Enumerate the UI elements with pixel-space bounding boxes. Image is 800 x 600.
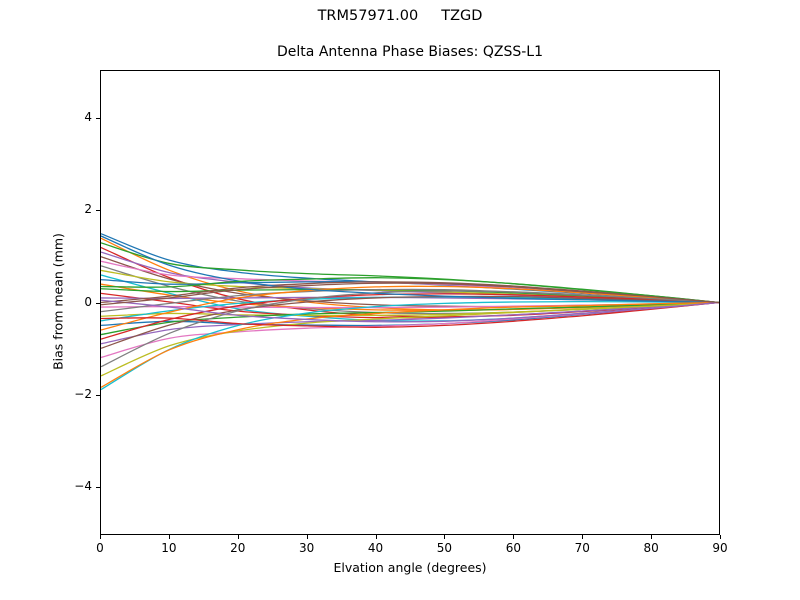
y-tick-label: −4 (74, 478, 92, 493)
y-tick-label: −2 (74, 386, 92, 401)
x-tick-mark (582, 535, 584, 539)
y-tick-label: 0 (84, 294, 92, 309)
series-line (101, 301, 719, 377)
x-tick-mark (444, 535, 446, 539)
x-tick-label: 0 (96, 541, 104, 555)
figure-suptitle: TRM57971.00 TZGD (317, 8, 483, 24)
y-tick-mark (96, 394, 100, 396)
chart-title: Delta Antenna Phase Biases: QZSS-L1 (277, 44, 543, 60)
x-tick-mark (237, 535, 239, 539)
series-line (101, 301, 719, 388)
x-tick-label: 50 (436, 541, 453, 555)
series-line (101, 295, 719, 349)
y-tick-mark (96, 210, 100, 212)
x-tick-label: 10 (161, 541, 177, 555)
x-tick-mark (651, 535, 653, 539)
x-axis-label: Elvation angle (degrees) (333, 560, 487, 575)
x-tick-label: 40 (367, 541, 384, 555)
x-tick-mark (720, 535, 721, 539)
x-tick-mark (375, 535, 377, 539)
plot-area (100, 70, 720, 535)
series-line (101, 235, 719, 304)
series-line (101, 300, 719, 391)
series-line (101, 301, 719, 328)
x-tick-label: 70 (574, 541, 590, 555)
x-tick-mark (100, 535, 101, 539)
y-tick-mark (96, 486, 100, 488)
series-line (101, 285, 719, 331)
x-tick-label: 20 (230, 541, 246, 555)
y-tick-label: 2 (84, 202, 92, 217)
x-tick-mark (513, 535, 515, 539)
x-tick-label: 60 (505, 541, 521, 555)
y-axis-label: Bias from mean (mm) (50, 233, 66, 370)
series-line (101, 282, 719, 306)
series-line (101, 301, 719, 345)
x-tick-label: 90 (712, 541, 728, 555)
x-tick-label: 80 (643, 541, 659, 555)
y-tick-mark (96, 118, 100, 120)
y-tick-label: 4 (84, 110, 92, 125)
y-tick-mark (96, 302, 100, 304)
x-tick-label: 30 (299, 541, 315, 555)
x-tick-mark (168, 535, 170, 539)
x-tick-mark (306, 535, 308, 539)
series-line (101, 299, 719, 323)
series-line (101, 277, 719, 304)
line-series-canvas (101, 233, 719, 391)
